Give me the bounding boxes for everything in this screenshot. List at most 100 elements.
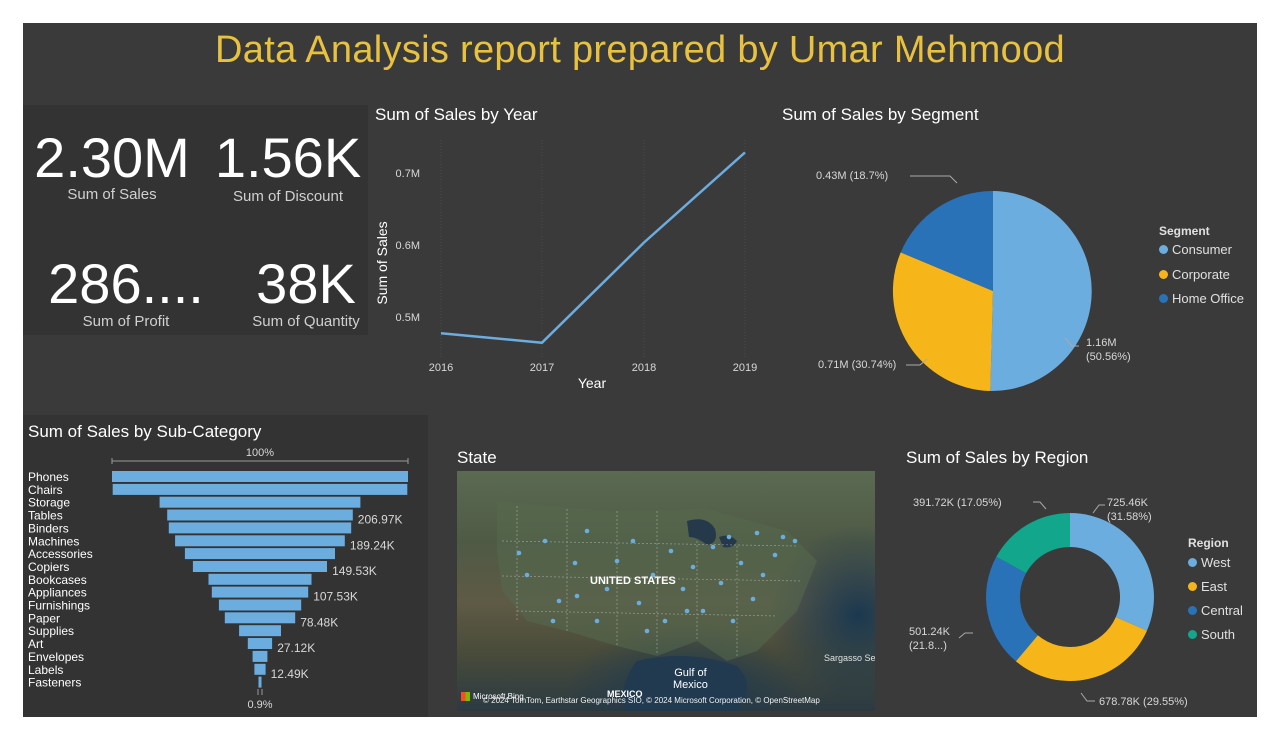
pie-legend-consumer[interactable]: Consumer [1159,242,1232,257]
map-state-point [644,628,650,634]
map-sea-label: Sargasso Sea [824,653,875,663]
funnel-category-copiers: Copiers [28,560,69,574]
donut-slice-west [1070,513,1154,631]
line-chart: 0.7M 0.6M 0.5M 2016 2017 2018 2019 Year … [374,140,757,391]
line-y-tick-0: 0.7M [396,168,420,180]
map-attribution[interactable]: © 2024 TomTom, Earthstar Geographics SIO… [483,696,820,705]
map-state-point [550,618,556,624]
kpi-discount-value: 1.56K [214,126,362,189]
pie-label-corporate: 0.71M (30.74%) [818,359,896,371]
funnel-category-paper: Paper [28,611,60,625]
line-x-tick-2016: 2016 [429,362,453,374]
funnel-category-storage: Storage [28,496,70,510]
map-state-point [542,538,548,544]
map-state-point [730,618,736,624]
kpi-quantity-value: 38K [256,252,356,315]
funnel-bar-chairs [112,483,408,495]
map-state-point [668,548,674,554]
map-state-point [792,538,798,544]
donut-chart: 391.72K (17.05%) 725.46K (31.58%) 501.24… [909,497,1188,708]
map-state-point [684,608,690,614]
funnel-bar-phones [112,471,408,482]
donut-legend-west-label: West [1201,555,1231,570]
funnel-bar-paper [224,612,296,624]
legend-marker-icon [1188,606,1197,615]
map-state-point [754,530,760,536]
funnel-category-appliances: Appliances [28,586,87,600]
funnel-value-paper: 78.48K [300,615,338,629]
funnel-category-bookcases: Bookcases [28,573,87,587]
donut-legend-east[interactable]: East [1188,579,1227,594]
pie-chart-title: Sum of Sales by Segment [782,105,979,124]
map-state-point [594,618,600,624]
donut-legend-west[interactable]: West [1188,555,1230,570]
line-y-tick-1: 0.6M [396,240,420,252]
map-state-point [750,596,756,602]
funnel-category-tables: Tables [28,509,63,523]
funnel-bar-machines [175,535,345,547]
bing-logo: Microsoft Bing [461,692,524,701]
map-state-point [650,572,656,578]
donut-slice-central [986,556,1038,662]
pie-legend-home-office[interactable]: Home Office [1159,291,1244,306]
map-state-point [574,593,580,599]
pie-legend-home-office-label: Home Office [1172,291,1245,306]
legend-marker-icon [1159,294,1168,303]
funnel-category-supplies: Supplies [28,624,74,638]
funnel-value-appliances: 107.53K [313,590,358,604]
pie-legend-consumer-label: Consumer [1172,242,1232,257]
pie-label-home-office: 0.43M (18.7%) [816,170,888,182]
line-y-tick-2: 0.5M [396,312,420,324]
legend-marker-icon [1188,582,1197,591]
funnel-bar-binders [168,522,352,534]
donut-legend-central[interactable]: Central [1188,603,1243,618]
kpi-panel [23,105,368,335]
line-y-axis-label: Sum of Sales [374,221,390,304]
funnel-chart: 100% PhonesChairsStorageTablesBindersMac… [28,447,409,711]
funnel-category-machines: Machines [28,534,79,548]
donut-label-south: 391.72K (17.05%) [913,497,1002,509]
map-gulf-line-1: Gulf of [674,667,707,679]
donut-legend-east-label: East [1201,579,1228,594]
donut-slice-south [996,513,1070,574]
funnel-top-label: 100% [246,447,274,459]
funnel-category-chairs: Chairs [28,483,63,497]
map-state-point [584,528,590,534]
map-state-point [690,564,696,570]
donut-label-west-value: 725.46K [1107,497,1149,509]
microsoft-logo-icon [461,692,470,701]
funnel-bar-envelopes [252,650,268,662]
funnel-bar-labels [254,663,266,675]
pie-label-consumer-pct: (50.56%) [1086,351,1131,363]
map-gulf-line-2: Mexico [673,679,708,691]
donut-label-east: 678.78K (29.55%) [1099,696,1188,708]
line-x-tick-2017: 2017 [530,362,554,374]
funnel-value-labels: 12.49K [271,667,309,681]
kpi-profit-label: Sum of Profit [82,313,170,330]
dashboard-canvas: Data Analysis report prepared by Umar Me… [23,23,1257,717]
donut-label-central-value: 501.24K [909,626,951,638]
funnel-category-art: Art [28,637,44,651]
map-state-point [604,586,610,592]
line-chart-title: Sum of Sales by Year [375,105,538,124]
donut-legend-south-label: South [1201,627,1235,642]
legend-marker-icon [1188,630,1197,639]
map-state-point [780,534,786,540]
kpi-profit-value: 286.... [48,252,204,315]
funnel-bar-copiers [192,561,327,572]
map-state-point [636,600,642,606]
pie-legend-corporate[interactable]: Corporate [1159,267,1230,282]
pie-label-consumer-value: 1.16M [1086,337,1117,349]
state-map[interactable]: UNITED STATES Gulf of Mexico MEXICO Sarga… [457,471,875,711]
kpi-quantity-label: Sum of Quantity [252,313,360,330]
map-state-point [516,550,522,556]
donut-label-west-pct: (31.58%) [1107,511,1152,523]
pie-slice-corporate [892,252,993,391]
map-state-point [524,572,530,578]
donut-legend-south[interactable]: South [1188,627,1235,642]
map-state-point [662,618,668,624]
funnel-value-tables: 206.97K [358,513,403,527]
map-country-label: UNITED STATES [590,575,676,587]
pie-legend-title: Segment [1159,224,1210,238]
kpi-discount-label: Sum of Discount [232,188,344,205]
